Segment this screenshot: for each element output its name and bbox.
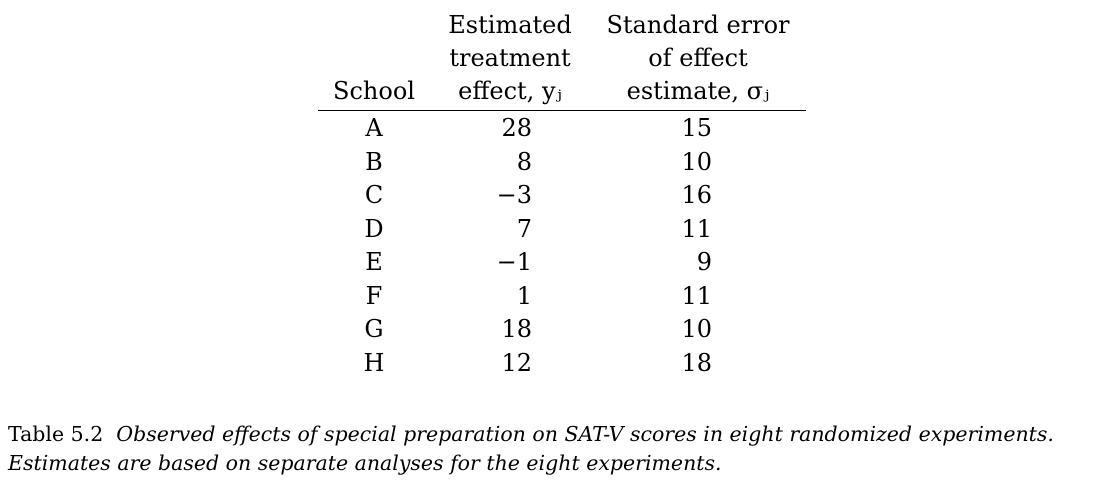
effect-cell: −1 — [496, 248, 532, 276]
header-effect: Estimated treatment effect, yⱼ — [440, 9, 580, 108]
header-effect-line-3: effect, yⱼ — [458, 77, 562, 105]
school-cell: D — [364, 214, 384, 243]
caption-line-1: Table 5.2 Observed effects of special pr… — [8, 420, 1114, 449]
table-row: D 7 11 — [318, 213, 806, 247]
school-cell: A — [365, 114, 383, 142]
table-row: E −1 9 — [318, 246, 806, 280]
effect-cell: 18 — [501, 315, 532, 343]
se-cell: 10 — [681, 147, 712, 176]
caption-text-2: Estimates are based on separate analyses… — [8, 451, 722, 475]
se-cell: 11 — [681, 281, 712, 310]
school-cell: G — [364, 315, 384, 343]
table-caption: Table 5.2 Observed effects of special pr… — [8, 420, 1114, 478]
header-effect-line-1: Estimated — [448, 11, 572, 39]
header-se-line-3: estimate, σⱼ — [626, 77, 770, 105]
table-row: H 12 18 — [318, 347, 806, 381]
effect-cell: 12 — [501, 348, 532, 377]
effect-cell: 1 — [516, 281, 532, 310]
caption-line-2: Estimates are based on separate analyses… — [8, 449, 1114, 478]
table-header: School Estimated treatment effect, yⱼ St… — [318, 8, 806, 110]
effect-cell: 8 — [516, 147, 532, 176]
se-cell: 10 — [681, 315, 712, 343]
school-cell: F — [365, 281, 383, 310]
se-cell: 18 — [681, 348, 712, 377]
school-cell: E — [365, 248, 383, 276]
school-cell: C — [364, 181, 384, 209]
header-school: School — [318, 75, 430, 108]
se-cell: 15 — [681, 114, 712, 142]
header-effect-line-2: treatment — [449, 44, 571, 72]
table-row: C −3 16 — [318, 179, 806, 213]
header-se-line-2: of effect — [648, 44, 748, 72]
se-cell: 16 — [681, 181, 712, 209]
caption-text-1: Observed effects of special preparation … — [116, 422, 1054, 446]
table-row: A 28 15 — [318, 112, 806, 146]
se-cell: 9 — [696, 248, 712, 276]
sat-effects-table: School Estimated treatment effect, yⱼ St… — [318, 8, 806, 377]
se-cell: 11 — [681, 214, 712, 243]
table-row: G 18 10 — [318, 313, 806, 347]
caption-label: Table 5.2 — [8, 422, 104, 446]
effect-cell: 28 — [501, 114, 532, 142]
effect-cell: −3 — [496, 181, 532, 209]
school-cell: B — [365, 147, 383, 176]
header-se-line-1: Standard error — [606, 11, 790, 39]
header-school-line: School — [333, 77, 415, 105]
header-rule — [318, 110, 806, 111]
effect-cell: 7 — [516, 214, 532, 243]
table-row: B 8 10 — [318, 146, 806, 180]
table-row: F 1 11 — [318, 280, 806, 314]
table-body: A 28 15 B 8 10 C −3 16 D 7 11 E −1 9 F 1… — [318, 112, 806, 380]
header-standard-error: Standard error of effect estimate, σⱼ — [594, 9, 802, 108]
school-cell: H — [363, 348, 385, 377]
